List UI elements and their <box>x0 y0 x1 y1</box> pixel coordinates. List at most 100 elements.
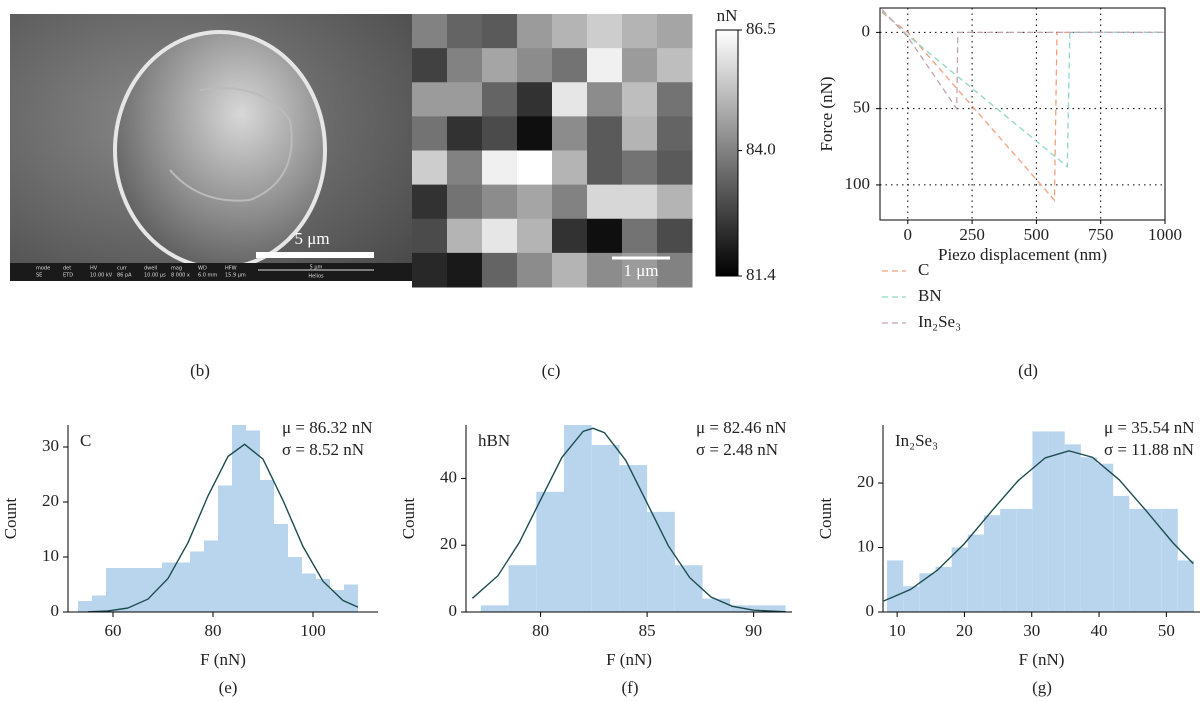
heat-cell <box>447 184 483 220</box>
hist-bar <box>134 568 148 612</box>
heat-cell <box>447 252 483 288</box>
hist-bar <box>536 491 565 612</box>
heat-cell <box>517 218 553 254</box>
heat-cell <box>657 116 693 151</box>
scale-bar-label: 1 μm <box>623 261 658 280</box>
info-key: HV <box>90 266 98 272</box>
x-tick-label: 90 <box>745 621 762 640</box>
colorbar-tick-label: 84.0 <box>746 139 776 158</box>
fit-stat: μ = 82.46 nN <box>696 418 786 437</box>
hist-bar <box>935 566 952 612</box>
heat-cell <box>657 14 693 49</box>
panel-label: (e) <box>219 678 238 697</box>
info-key: mode <box>36 266 50 272</box>
hist-bar <box>480 605 509 612</box>
info-value: 15.9 μm <box>225 273 246 279</box>
x-axis-label: F (nN) <box>606 650 652 669</box>
hist-bar <box>232 425 246 612</box>
info-key: mag <box>171 266 182 272</box>
panel-label: (b) <box>190 361 210 380</box>
info-bar <box>10 263 412 281</box>
annotation: hBN <box>478 431 510 450</box>
y-tick-label: 100 <box>845 174 871 193</box>
heat-cell <box>587 48 623 83</box>
y-tick-label: 50 <box>853 98 870 117</box>
x-tick-label: 50 <box>1158 621 1175 640</box>
hist-bar <box>316 579 330 612</box>
heat-cell <box>412 252 448 288</box>
panel-label: (d) <box>1018 361 1038 380</box>
heat-cell <box>587 116 623 151</box>
heat-cell <box>517 150 553 186</box>
series-line <box>881 10 1165 168</box>
y-tick-label: 0 <box>866 601 875 620</box>
hist-bar <box>757 605 786 612</box>
hist-bar <box>1161 508 1178 612</box>
hist-bar <box>967 534 984 612</box>
y-tick-label: 30 <box>42 436 59 455</box>
y-tick-label: 0 <box>51 601 60 620</box>
info-key: dwell <box>144 266 157 272</box>
x-axis-label: Piezo displacement (nm) <box>938 245 1107 264</box>
hist-bar <box>1000 508 1017 612</box>
hist-bar <box>120 568 134 612</box>
hist-bar <box>92 595 106 612</box>
y-tick-label: 0 <box>449 601 458 620</box>
x-tick-label: 10 <box>889 621 906 640</box>
info-key: curr <box>117 266 128 272</box>
x-tick-label: 750 <box>1088 225 1114 244</box>
fit-stat: σ = 8.52 nN <box>282 440 364 459</box>
heat-cell <box>587 82 623 117</box>
hist-bar <box>951 547 968 612</box>
fit-stat: μ = 86.32 nN <box>282 418 372 437</box>
info-key: WD <box>198 266 207 272</box>
x-axis-label: F (nN) <box>1019 650 1065 669</box>
heat-cell <box>482 14 518 49</box>
scale-bar-label: 5 μm <box>294 229 329 248</box>
y-tick-label: 10 <box>857 536 874 555</box>
heat-cell <box>587 218 623 254</box>
heat-cell <box>412 82 448 117</box>
heat-cell <box>447 14 483 49</box>
heat-cell <box>552 184 588 220</box>
heat-cell <box>447 48 483 83</box>
hist-bar <box>260 480 274 612</box>
heat-cell <box>412 14 448 49</box>
fit-curve <box>883 450 1194 602</box>
heat-cell <box>657 150 693 186</box>
heat-cell <box>517 116 553 151</box>
hist-bar <box>983 515 1001 612</box>
heat-cell <box>552 82 588 117</box>
y-tick-label: 0 <box>862 21 871 40</box>
heat-cell <box>657 82 693 117</box>
colorbar-label: nN <box>717 6 738 25</box>
heat-cell <box>482 218 518 254</box>
y-axis-label: Count <box>1 497 20 539</box>
x-tick-label: 60 <box>105 621 122 640</box>
hist-bar <box>1064 444 1081 612</box>
hist-bar <box>647 511 675 612</box>
x-tick-label: 100 <box>300 621 326 640</box>
heat-cell <box>412 116 448 151</box>
hist-bar <box>218 485 232 612</box>
fit-curve <box>471 427 786 613</box>
hist-bar <box>176 562 190 612</box>
info-value: 86 pA <box>117 273 132 279</box>
y-tick-label: 20 <box>440 534 457 553</box>
hist-bar <box>619 465 648 612</box>
info-key: HFW <box>225 266 237 272</box>
hist-bar <box>1032 431 1049 612</box>
info-brand: Helios <box>308 274 324 280</box>
info-value: 8 000 x <box>171 273 190 279</box>
y-axis-label: Count <box>816 497 835 539</box>
heat-cell <box>552 48 588 83</box>
fit-stat: μ = 35.54 nN <box>1104 418 1194 437</box>
heat-cell <box>447 218 483 254</box>
hist-bar <box>591 445 620 612</box>
x-tick-label: 80 <box>205 621 222 640</box>
panel-label: (f) <box>622 678 639 697</box>
panel-label: (g) <box>1032 678 1052 697</box>
info-key: det <box>63 266 71 272</box>
heat-cell <box>517 48 553 83</box>
